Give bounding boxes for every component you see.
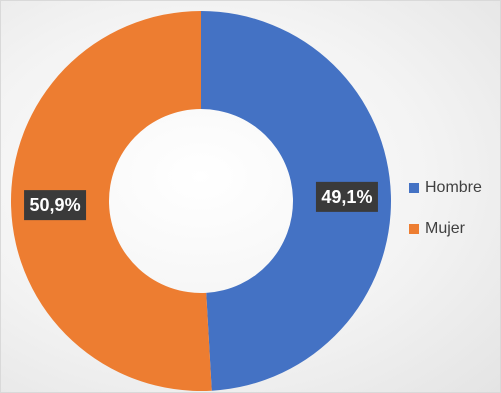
legend: Hombre Mujer bbox=[409, 177, 482, 259]
data-label-mujer: 50,9% bbox=[24, 190, 87, 221]
legend-swatch-mujer bbox=[409, 224, 419, 234]
data-label-box bbox=[24, 190, 87, 221]
data-label-text: 49,1% bbox=[321, 187, 372, 207]
legend-label-mujer: Mujer bbox=[425, 220, 466, 237]
legend-label-hombre: Hombre bbox=[425, 179, 482, 196]
data-label-text: 50,9% bbox=[30, 195, 81, 215]
data-label-box bbox=[315, 181, 378, 212]
legend-item-mujer: Mujer bbox=[409, 218, 482, 240]
donut-slice-mujer bbox=[11, 11, 212, 391]
donut-slice-hombre bbox=[201, 11, 392, 391]
legend-swatch-hombre bbox=[409, 183, 419, 193]
legend-item-hombre: Hombre bbox=[409, 177, 482, 199]
data-label-hombre: 49,1% bbox=[315, 181, 378, 212]
